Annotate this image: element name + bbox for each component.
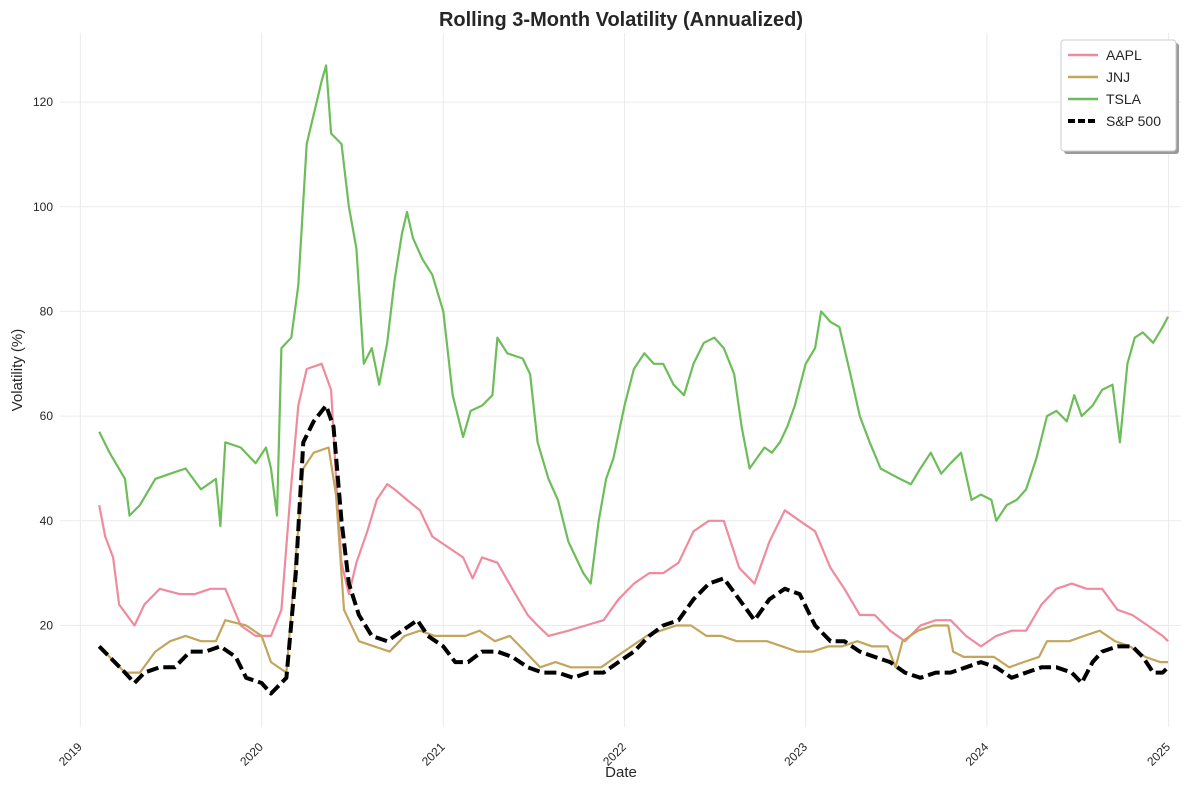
legend-box [1060, 39, 1177, 152]
x-tick-label: 2024 [963, 740, 992, 769]
y-axis-label: Volatility (%) [9, 329, 26, 412]
series-line-jnj [98, 446, 1169, 674]
x-tick-label: 2019 [56, 740, 85, 769]
grid [60, 33, 1181, 727]
series-line-tsla [98, 64, 1170, 585]
y-tick-label: 60 [40, 409, 54, 423]
legend-label: JNJ [1106, 69, 1130, 85]
legend-label: TSLA [1106, 91, 1142, 107]
y-tick-label: 20 [40, 618, 54, 632]
series-group [97, 64, 1170, 696]
legend-label: S&P 500 [1106, 113, 1161, 129]
y-tick-label: 40 [40, 514, 54, 528]
x-tick-label: 2025 [1144, 740, 1173, 769]
x-tick-label: 2021 [419, 740, 448, 769]
y-tick-label: 120 [33, 95, 53, 109]
chart-title: Rolling 3-Month Volatility (Annualized) [439, 9, 803, 31]
legend-label: AAPL [1106, 47, 1142, 63]
y-tick-label: 100 [33, 200, 53, 214]
x-axis-label: Date [605, 764, 637, 781]
series-line-aapl [98, 362, 1169, 648]
y-tick-label: 80 [40, 304, 54, 318]
legend: AAPL JNJ TSLA S&P 500 [1060, 39, 1179, 154]
x-tick-label: 2023 [781, 740, 810, 769]
series-line-s-p-500 [97, 403, 1170, 696]
y-axis-ticks: 20 40 60 80 100 120 [33, 95, 53, 632]
x-tick-label: 2020 [237, 740, 266, 769]
